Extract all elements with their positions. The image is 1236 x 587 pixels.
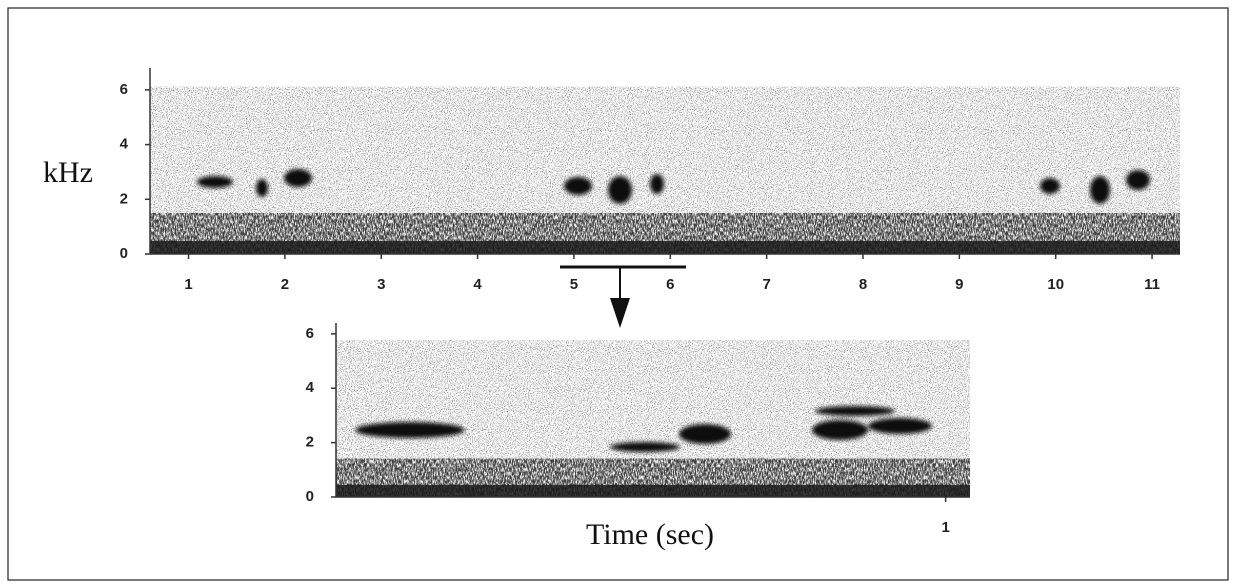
x-tick-label: 7 [762, 276, 770, 293]
x-tick-label: 2 [281, 276, 289, 293]
spectrogram-floor [150, 240, 1180, 254]
x-tick-label: 8 [859, 276, 867, 293]
x-tick-label: 9 [955, 276, 963, 293]
x-axis-label: Time (sec) [586, 518, 714, 551]
y-tick-label: 6 [120, 81, 128, 98]
y-tick-label: 2 [120, 190, 128, 207]
x-tick-label: 6 [666, 276, 674, 293]
x-tick-label: 5 [570, 276, 578, 293]
x-tick-label: 1 [184, 276, 192, 293]
y-tick-label: 0 [306, 488, 314, 505]
y-tick-label: 2 [306, 434, 314, 451]
x-tick-label: 3 [377, 276, 385, 293]
x-tick-label: 11 [1144, 276, 1160, 293]
spectrogram-floor [336, 484, 970, 497]
y-tick-label: 6 [306, 325, 314, 342]
x-tick-label: 10 [1047, 276, 1064, 293]
y-tick-label: 4 [306, 379, 315, 396]
y-axis-label: kHz [43, 156, 93, 189]
y-tick-label: 4 [120, 136, 129, 153]
y-tick-label: 0 [120, 245, 128, 262]
x-tick-label: 4 [473, 276, 482, 293]
x-tick-label: 1 [941, 519, 949, 536]
call-shapes [197, 169, 1150, 452]
zoom-arrowhead [610, 298, 630, 328]
